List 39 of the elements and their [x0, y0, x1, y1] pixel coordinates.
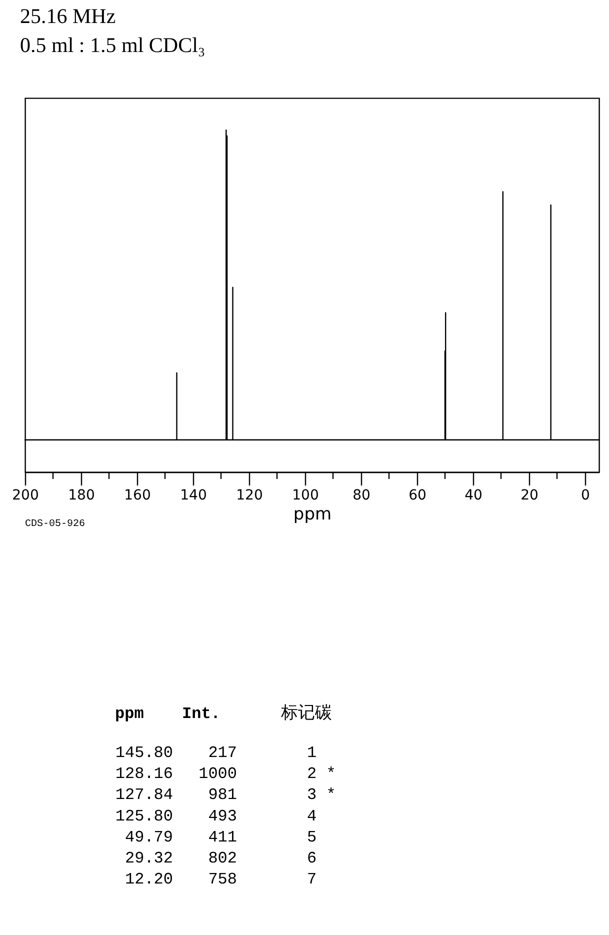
text: 49.79: [124, 828, 173, 846]
x-tick-label: 80: [352, 488, 370, 504]
text: 29.32: [124, 850, 173, 868]
chart-title: 25.16 MHz: [20, 4, 116, 28]
text: 4: [307, 807, 317, 826]
text: 493: [208, 807, 237, 826]
x-tick-label: 100: [292, 488, 319, 504]
text: ppm: [115, 705, 144, 723]
x-tick-label: 140: [180, 488, 207, 504]
text: 3 *: [307, 786, 336, 804]
text: 7: [307, 870, 317, 889]
text: CDS-05-926: [25, 519, 86, 530]
chart-subtitle: 0.5 ml : 1.5 ml CDCl₃: [20, 33, 206, 57]
text: 2 *: [307, 765, 336, 784]
x-tick-label: 160: [124, 488, 151, 504]
text: 217: [208, 744, 237, 762]
text: 411: [208, 828, 237, 846]
text: 802: [208, 850, 237, 868]
x-tick-label: 60: [408, 488, 426, 504]
x-tick-label: 0: [581, 488, 590, 504]
text: 145.80: [115, 744, 173, 762]
x-tick-label: 120: [236, 488, 263, 504]
text: 5: [307, 828, 317, 846]
text: 128.16: [115, 765, 173, 784]
text: 758: [208, 870, 237, 889]
x-tick-label: 20: [520, 488, 538, 504]
text: 标记碳: [280, 703, 332, 723]
text: 1: [307, 744, 317, 762]
text: 12.20: [124, 870, 173, 889]
x-tick-label: 180: [68, 488, 95, 504]
text: 125.80: [115, 807, 173, 826]
text: 981: [208, 786, 237, 804]
text: 6: [307, 850, 317, 868]
x-tick-label: 200: [12, 488, 39, 504]
text: 1000: [198, 765, 237, 784]
x-tick-label: 40: [464, 488, 482, 504]
text: 127.84: [115, 786, 173, 804]
text: Int.: [182, 705, 220, 723]
x-axis-title: ppm: [293, 504, 332, 524]
